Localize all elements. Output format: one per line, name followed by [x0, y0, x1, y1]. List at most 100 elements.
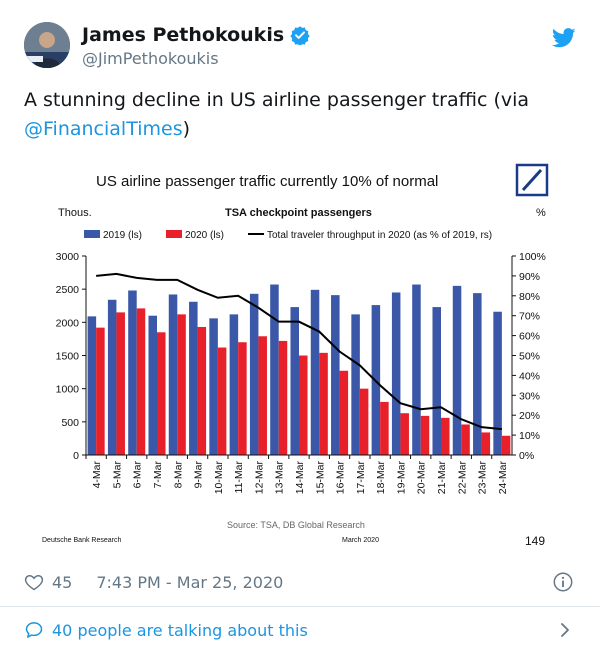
- y-right-tick-label: 70%: [519, 311, 540, 323]
- y-right-tick-label: 40%: [519, 370, 540, 382]
- x-tick-label: 16-Mar: [335, 461, 347, 495]
- chart-legend: 2019 (ls) 2020 (ls) Total traveler through…: [84, 230, 492, 241]
- divider: [0, 606, 600, 607]
- tweet-meta: 45 7:43 PM - Mar 25, 2020: [24, 570, 283, 594]
- bar: [473, 293, 482, 455]
- reply-bubble-icon: [25, 622, 43, 638]
- tweet-text: A stunning decline in US airline passeng…: [24, 86, 576, 144]
- y-left-tick-label: 0: [73, 450, 79, 462]
- chevron-right-icon[interactable]: [556, 620, 574, 640]
- legend-swatch: [166, 230, 182, 238]
- right-unit-label: %: [536, 207, 546, 219]
- x-tick-label: 5-Mar: [111, 460, 123, 488]
- x-tick-label: 18-Mar: [375, 461, 387, 495]
- bar: [209, 318, 218, 455]
- bar: [339, 370, 349, 455]
- author-name[interactable]: James Pethokoukis: [82, 24, 310, 46]
- bar: [493, 311, 502, 455]
- bar: [359, 388, 369, 455]
- bar: [391, 292, 401, 455]
- legend-swatch: [84, 230, 100, 238]
- chart-subtitle: TSA checkpoint passengers: [225, 207, 372, 219]
- mention-link[interactable]: @FinancialTimes: [24, 118, 183, 140]
- bar: [197, 326, 207, 455]
- x-tick-label: 8-Mar: [172, 460, 184, 488]
- chart-image[interactable]: US airline passenger traffic currently 1…: [24, 150, 576, 555]
- chart-footer-left: Deutsche Bank Research: [42, 537, 121, 544]
- x-tick-label: 23-Mar: [477, 461, 489, 495]
- y-right-tick-label: 90%: [519, 271, 540, 283]
- x-tick-label: 4-Mar: [91, 460, 103, 488]
- author-name-text: James Pethokoukis: [82, 24, 285, 46]
- bar: [441, 417, 450, 455]
- y-left-tick-label: 1500: [56, 351, 80, 363]
- bar: [258, 336, 267, 455]
- bar: [319, 352, 328, 455]
- verified-badge-icon: [290, 26, 310, 45]
- conversation-link[interactable]: 40 people are talking about this: [24, 618, 308, 642]
- plot-area: 0 500 1000 1500 2000 2500 3000 0% 10% 20% 30% 40% 50…: [56, 251, 546, 494]
- bar: [452, 285, 462, 455]
- author-handle[interactable]: @JimPethokoukis: [82, 49, 219, 68]
- bar: [116, 312, 125, 455]
- chart-footer-date: March 2020: [342, 537, 379, 544]
- y-right-tick-label: 0%: [519, 450, 534, 462]
- bar: [331, 295, 340, 455]
- y-left-tick-label: 2500: [56, 284, 80, 296]
- bar: [432, 307, 441, 455]
- bar: [412, 284, 421, 455]
- x-tick-label: 12-Mar: [253, 461, 265, 495]
- bar: [400, 413, 409, 455]
- x-tick-label: 15-Mar: [314, 461, 326, 495]
- bar: [87, 316, 97, 455]
- tweet-text-suffix: ): [182, 118, 191, 140]
- left-unit-label: Thous.: [58, 207, 92, 219]
- x-tick-label: 11-Mar: [233, 461, 245, 494]
- legend-label: 2019 (ls): [103, 230, 142, 241]
- bar: [420, 415, 430, 455]
- bar: [238, 342, 247, 455]
- avatar[interactable]: [24, 22, 70, 68]
- bar: [481, 432, 491, 455]
- chart-source: Source: TSA, DB Global Research: [227, 520, 365, 530]
- bar: [168, 294, 178, 455]
- x-tick-label: 14-Mar: [294, 461, 306, 495]
- like-count[interactable]: 45: [52, 572, 73, 592]
- y-right-tick-label: 80%: [519, 291, 540, 303]
- bar: [461, 424, 470, 455]
- y-left-tick-label: 1000: [56, 384, 80, 396]
- y-left-tick-label: 500: [61, 417, 79, 429]
- bar: [177, 314, 186, 455]
- bar: [229, 314, 239, 455]
- bar: [217, 347, 227, 455]
- chart-title: US airline passenger traffic currently 1…: [96, 173, 438, 190]
- y-right-tick-label: 50%: [519, 351, 540, 363]
- bar: [96, 327, 105, 455]
- bar: [189, 301, 198, 455]
- legend-label: 2020 (ls): [185, 230, 224, 241]
- x-tick-label: 10-Mar: [213, 461, 225, 495]
- x-tick-label: 13-Mar: [274, 461, 286, 495]
- x-tick-label: 22-Mar: [456, 461, 468, 495]
- x-tick-label: 20-Mar: [416, 461, 428, 495]
- bar: [310, 289, 320, 455]
- bar: [148, 315, 157, 455]
- y-right-tick-label: 60%: [519, 331, 540, 343]
- info-icon[interactable]: [552, 571, 574, 593]
- x-tick-label: 6-Mar: [132, 460, 144, 488]
- x-tick-label: 7-Mar: [152, 460, 164, 488]
- bar: [299, 355, 308, 455]
- x-tick-label: 9-Mar: [193, 460, 205, 488]
- chart-page-number: 149: [525, 534, 545, 548]
- twitter-bird-icon[interactable]: [552, 28, 576, 48]
- chart-svg: US airline passenger traffic currently 1…: [42, 163, 549, 548]
- bar: [249, 293, 259, 455]
- bar: [157, 332, 166, 455]
- heart-icon[interactable]: [24, 572, 44, 592]
- y-right-tick-label: 100%: [519, 251, 546, 263]
- legend-label: Total traveler throughput in 2020 (as % …: [267, 230, 492, 241]
- x-tick-label: 24-Mar: [497, 461, 509, 495]
- throughput-line: [96, 272, 502, 431]
- timestamp[interactable]: 7:43 PM - Mar 25, 2020: [96, 572, 284, 592]
